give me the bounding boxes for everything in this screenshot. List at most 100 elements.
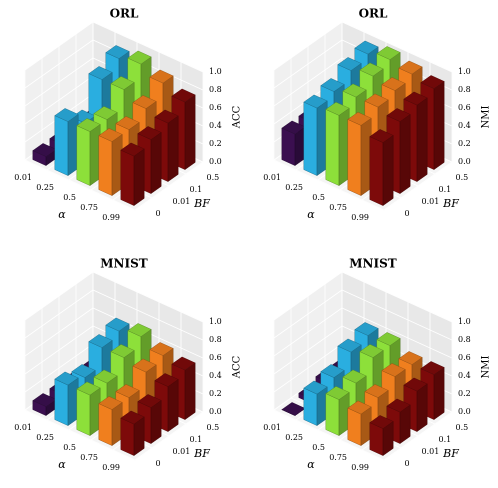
y-tick-label: 0.5 xyxy=(207,173,220,182)
bar-top xyxy=(420,75,445,89)
z-tick-label: 0.2 xyxy=(458,139,471,148)
bar-side xyxy=(416,97,428,182)
bar-side xyxy=(150,132,162,194)
bar-top xyxy=(137,126,162,140)
z-tick-label: 0.2 xyxy=(458,389,471,398)
z-tick-label: 0.0 xyxy=(209,157,222,166)
bar xyxy=(120,142,145,206)
bar-top xyxy=(381,363,406,377)
bar xyxy=(98,128,123,196)
bar-top xyxy=(171,88,196,103)
bar-front xyxy=(325,109,340,186)
bar-side xyxy=(433,367,445,420)
bar-top xyxy=(347,111,372,126)
bar-front xyxy=(303,101,318,176)
bar-side xyxy=(167,379,179,432)
bar-top xyxy=(376,46,401,60)
x-tick-label: 0.25 xyxy=(285,183,303,192)
bar-side xyxy=(150,400,162,444)
y-tick-label: 0.01 xyxy=(173,197,191,206)
bar-top xyxy=(110,344,135,358)
bar xyxy=(325,386,350,436)
bar-front xyxy=(120,149,135,206)
y-tick-label: 0.5 xyxy=(456,173,469,182)
bar xyxy=(98,396,123,446)
bar xyxy=(369,415,394,456)
y-axis-label: BF xyxy=(193,447,210,460)
x-axis-label: α xyxy=(307,208,315,221)
bar-side xyxy=(433,81,445,170)
bar xyxy=(369,129,394,206)
bar-top xyxy=(105,317,130,332)
bar-top xyxy=(364,93,389,108)
bar-front xyxy=(120,417,135,456)
x-tick-label: 0.25 xyxy=(285,433,303,442)
bar-top xyxy=(88,334,113,348)
bar-front xyxy=(347,119,362,196)
x-tick-label: 0.99 xyxy=(351,463,369,472)
bar-front xyxy=(347,407,362,446)
bar-top xyxy=(98,396,123,410)
bar-top xyxy=(347,400,372,415)
y-tick-label: 0.01 xyxy=(422,197,440,206)
bar-top xyxy=(354,40,379,55)
x-tick-label: 0.75 xyxy=(329,453,347,462)
grid-line xyxy=(24,21,204,73)
bar xyxy=(76,118,101,186)
y-tick-label: 0.1 xyxy=(439,185,452,194)
y-tick-label: 0.1 xyxy=(190,435,203,444)
z-tick-label: 1.0 xyxy=(209,67,222,76)
bar xyxy=(281,120,306,166)
bar-side xyxy=(416,383,428,432)
x-tick-label: 0.01 xyxy=(263,423,281,432)
bar-top xyxy=(110,76,135,90)
x-tick-label: 0.75 xyxy=(80,453,98,462)
bar-top xyxy=(359,344,384,358)
bar-top xyxy=(171,356,196,371)
bar xyxy=(54,108,79,176)
z-tick-label: 0.0 xyxy=(458,407,471,416)
y-axis-label: BF xyxy=(442,197,459,210)
grid-line xyxy=(273,271,453,323)
y-tick-label: 0 xyxy=(405,209,410,218)
bar-top xyxy=(337,57,362,71)
y-tick-label: 0 xyxy=(405,459,410,468)
x-tick-label: 0.5 xyxy=(312,443,325,452)
bar-front xyxy=(281,127,296,166)
z-tick-label: 0.4 xyxy=(209,121,222,130)
chart-title: MNIST xyxy=(100,257,148,271)
bar-top xyxy=(54,108,79,122)
bar-top xyxy=(403,91,428,106)
bar-top xyxy=(93,106,118,120)
x-tick-label: 0.5 xyxy=(63,193,76,202)
x-tick-label: 0.5 xyxy=(312,193,325,202)
bar-top xyxy=(154,109,179,124)
bar xyxy=(76,381,101,436)
bar xyxy=(303,94,328,176)
bar-top xyxy=(325,101,350,116)
grid-line xyxy=(273,289,453,341)
bar-top xyxy=(120,410,145,425)
y-tick-label: 0.5 xyxy=(456,423,469,432)
bar-top xyxy=(127,323,152,337)
bar-top xyxy=(325,386,350,400)
grid-line xyxy=(273,307,453,359)
z-tick-label: 0.0 xyxy=(209,407,222,416)
bar-top xyxy=(132,95,157,109)
bar-side xyxy=(133,148,145,206)
bar-top xyxy=(354,322,379,336)
bar-top xyxy=(71,364,96,378)
bar-top xyxy=(320,364,345,378)
z-tick-label: 1.0 xyxy=(209,317,222,326)
bar xyxy=(347,111,372,196)
z-tick-label: 1.0 xyxy=(458,67,471,76)
z-tick-label: 0.0 xyxy=(458,157,471,166)
bar-front xyxy=(76,125,91,186)
x-tick-label: 0.75 xyxy=(80,203,98,212)
bar-top xyxy=(398,351,423,365)
z-tick-label: 0.6 xyxy=(209,353,222,362)
x-tick-label: 0.25 xyxy=(36,433,54,442)
bar-top xyxy=(137,394,162,408)
subplot: 0.0 0.2 0.4 0.6 0.8 1.0 0.01 0.25 0.5 0.75 0.99 0 0.… xyxy=(14,257,242,473)
bar-top xyxy=(76,118,101,132)
